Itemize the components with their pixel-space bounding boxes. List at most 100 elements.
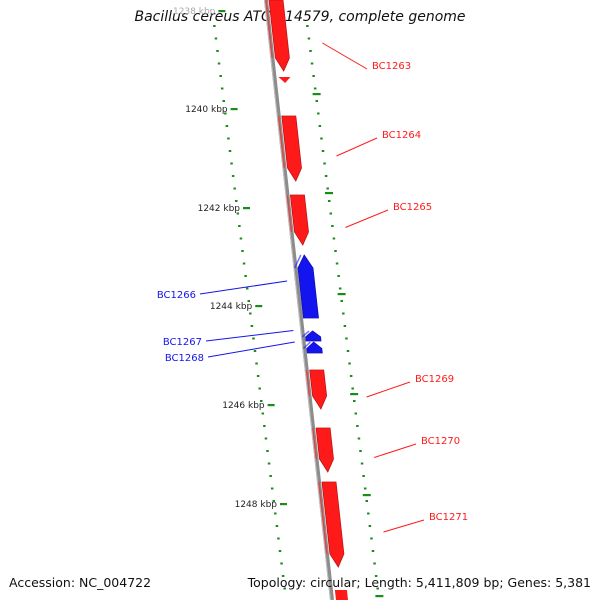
gene-bc1263-arrow <box>268 0 290 72</box>
scale-tick-dot <box>320 137 323 140</box>
scale-tick-dot <box>317 112 320 115</box>
scale-tick-dot <box>332 237 336 240</box>
scale-tick-dot <box>307 37 311 40</box>
gene-bc1263-shine <box>265 0 273 59</box>
scale-tick-dot <box>329 212 333 215</box>
scale-major-tick <box>375 595 384 598</box>
gene-bc1269-label: BC1269 <box>415 374 454 385</box>
scale-tick-dot <box>362 475 365 477</box>
scale-tick-dot <box>283 587 286 590</box>
gene-bc1268-label: BC1268 <box>165 353 204 364</box>
gene-bc1271-label: BC1271 <box>429 512 468 523</box>
gene-bc1270-label: BC1270 <box>421 436 460 447</box>
scale-tick-dot <box>228 150 232 152</box>
scale-tick-dot <box>337 275 340 277</box>
scale-tick-dot <box>321 150 325 152</box>
scale-label: 1240 kbp <box>185 105 228 115</box>
scale-tick-dot <box>318 125 322 127</box>
scale-tick-dot <box>236 212 240 215</box>
gene-bc1266-shine <box>293 254 302 269</box>
scale-tick-dot <box>331 225 334 227</box>
scale-tick-dot <box>219 75 222 77</box>
scale-tick-dot <box>370 537 373 540</box>
gene-bc1264-arrow <box>281 115 302 182</box>
gene-bc1268-arrow <box>306 341 323 354</box>
genome-summary: Topology: circular; Length: 5,411,809 bp… <box>247 575 591 590</box>
scale-tick-dot <box>346 350 350 352</box>
scale-major-tick <box>337 293 346 296</box>
scale-tick-dot <box>365 500 368 502</box>
gene-bc1271-leader <box>383 519 425 533</box>
scale-tick-dot <box>281 575 285 577</box>
scale-tick-dot <box>368 525 372 527</box>
map-title: Bacillus cereus ATCC 14579, complete gen… <box>134 9 466 25</box>
scale-tick-dot <box>261 412 265 415</box>
scale-tick-dot <box>238 225 241 227</box>
scale-tick-dot <box>315 100 318 102</box>
gene-bc1265-shine <box>286 194 293 233</box>
scale-tick-dot <box>249 312 252 315</box>
gene-bc1263-leader <box>322 42 368 70</box>
gene-bc1271-shine <box>318 481 328 555</box>
scale-tick-dot <box>225 125 229 127</box>
scale-tick-dot <box>340 300 343 302</box>
gene-bc1271-arrow <box>321 481 345 568</box>
gene-bc1265-arrow <box>289 194 309 246</box>
scale-tick-dot <box>239 237 243 240</box>
scale-tick-dot <box>245 287 249 290</box>
scale-tick-dot <box>253 350 257 352</box>
scale-tick-dot <box>351 387 354 390</box>
scale-tick-dot <box>250 325 254 327</box>
scale-major-tick <box>350 393 359 396</box>
scale-tick-dot <box>310 62 314 65</box>
scale-tick-dot <box>256 375 260 377</box>
gene-bc1268-leader <box>207 341 295 358</box>
gene-bc1264-leader <box>336 137 378 157</box>
gene-bc1267-label: BC1267 <box>163 337 202 348</box>
scale-tick-dot <box>277 537 280 540</box>
scale-major-tick <box>325 192 333 195</box>
scale-major-tick <box>280 503 287 506</box>
scale-label: 1246 kbp <box>222 401 265 411</box>
scale-tick-dot <box>252 337 255 340</box>
scale-tick-dot <box>266 450 269 452</box>
scale-tick-dot <box>230 162 233 165</box>
scale-tick-dot <box>323 162 326 165</box>
scale-label: 1238 kbp <box>173 7 216 17</box>
scale-major-tick <box>362 494 371 497</box>
scale-major-tick <box>312 93 321 96</box>
scale-tick-dot <box>269 475 272 477</box>
scale-tick-dot <box>222 100 225 102</box>
scale-tick-dot <box>353 400 356 402</box>
gene-fragment-marker <box>278 77 291 83</box>
scale-label: 1248 kbp <box>235 500 278 510</box>
scale-tick-dot <box>373 562 376 565</box>
scale-tick-dot <box>242 262 246 265</box>
scale-tick-dot <box>260 400 263 402</box>
scale-tick-dot <box>342 312 345 315</box>
gene-bc1269-leader <box>366 381 411 398</box>
scale-tick-dot <box>326 187 329 190</box>
scale-tick-dot <box>312 75 315 77</box>
gene-bc1267-leader <box>205 330 294 342</box>
scale-tick-dot <box>272 500 275 502</box>
scale-tick-dot <box>328 200 331 202</box>
accession-label: Accession: NC_004722 <box>9 575 152 590</box>
scale-major-tick <box>230 108 238 111</box>
scale-tick-dot <box>213 25 216 27</box>
scale-tick-dot <box>345 337 348 340</box>
scale-tick-dot <box>363 487 367 490</box>
scale-tick-dot <box>275 525 279 527</box>
scale-tick-dot <box>348 362 351 365</box>
scale-tick-dot <box>258 387 261 390</box>
scale-tick-dot <box>371 550 375 552</box>
scale-tick-dot <box>357 437 361 440</box>
scale-tick-dot <box>306 25 309 27</box>
scale-tick-dot <box>360 462 364 465</box>
gene-bc1264-shine <box>277 115 286 169</box>
scale-tick-dot <box>278 550 282 552</box>
scale-tick-dot <box>309 50 312 52</box>
scale-tick-dot <box>227 137 230 140</box>
